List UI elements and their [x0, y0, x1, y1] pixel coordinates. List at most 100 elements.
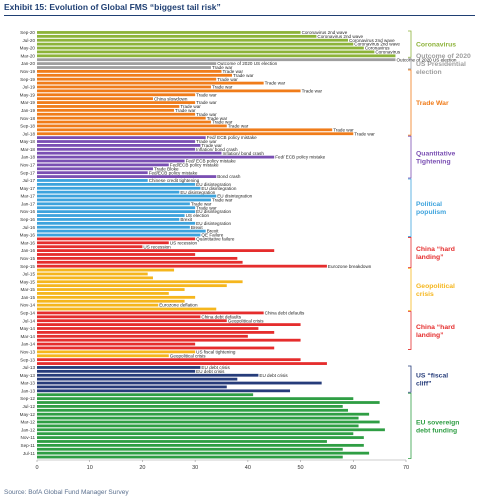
x-tick-label: 70 — [403, 465, 409, 471]
group-bracket — [408, 311, 412, 350]
bar — [37, 116, 206, 120]
bar — [37, 327, 259, 330]
month-label: Mar-14 — [20, 334, 35, 339]
group-bracket — [408, 69, 412, 136]
data-label: EU disintegration — [201, 186, 236, 191]
bar — [37, 210, 196, 214]
month-label: Jul-11 — [23, 451, 36, 456]
bar — [37, 346, 275, 350]
bar — [37, 66, 211, 69]
bar — [37, 241, 169, 245]
bar — [37, 299, 185, 303]
bar — [37, 112, 196, 116]
data-label: Eurozone deflation — [159, 303, 198, 308]
data-label: Brexit — [191, 225, 203, 230]
month-label: Sep-15 — [20, 264, 35, 269]
month-label: Nov-13 — [20, 349, 35, 354]
bar — [37, 136, 206, 140]
bar — [37, 428, 385, 432]
x-tick-label: 50 — [298, 465, 304, 471]
bar — [37, 50, 375, 54]
month-label: Mar-13 — [20, 381, 35, 386]
data-label: Trade war — [265, 81, 286, 86]
bar — [37, 198, 211, 202]
bar — [37, 389, 291, 393]
bar — [37, 288, 185, 291]
group-bracket — [408, 365, 412, 393]
data-label: Fed/ ECB policy mistake — [186, 159, 236, 164]
group-bracket — [408, 392, 412, 459]
source-note: Source: BofA Global Fund Manager Survey — [4, 489, 129, 496]
month-label: Jan-15 — [21, 295, 35, 300]
month-label: Mar-18 — [20, 147, 35, 152]
data-label: Eurozone breakdown — [328, 264, 372, 269]
month-label: Jan-12 — [21, 427, 35, 432]
data-label: Trade Bloke — [154, 166, 179, 171]
month-label: Sep-18 — [20, 124, 35, 129]
group-label: Political — [416, 201, 442, 208]
data-label: Trade war — [196, 112, 217, 117]
month-label: Mar-19 — [20, 100, 35, 105]
group-label: cliff” — [416, 381, 431, 388]
data-label: US election — [186, 213, 210, 218]
title-divider — [4, 15, 475, 16]
month-label: Jan-18 — [21, 155, 35, 160]
bar — [37, 315, 201, 319]
bar — [37, 393, 254, 397]
group-label: US “fiscal — [416, 373, 448, 380]
month-label: Sep-20 — [20, 30, 35, 35]
bar — [37, 159, 185, 163]
bar — [37, 451, 370, 455]
bar — [37, 163, 169, 167]
month-label: Sep-14 — [20, 311, 35, 316]
bar — [37, 249, 275, 252]
month-label: Jul-12 — [22, 404, 35, 409]
data-label: EU disintegration — [217, 194, 252, 199]
month-label: Jan-17 — [21, 201, 35, 206]
month-label: Jul-16 — [22, 225, 35, 230]
month-label: Jul-19 — [22, 85, 35, 90]
data-label: Coronavirus 2nd wave — [354, 42, 400, 47]
bar — [37, 218, 180, 221]
x-tick-label: 10 — [87, 465, 93, 471]
month-label: Nov-18 — [20, 116, 35, 121]
month-label: Mar-20 — [20, 53, 35, 58]
bar — [37, 93, 196, 97]
bar — [37, 253, 196, 256]
month-label: Jul-20 — [22, 38, 35, 43]
bar — [37, 214, 185, 217]
bar — [37, 206, 196, 210]
data-label: EU disintegration — [180, 190, 215, 195]
data-label: Quantitative failure — [196, 237, 235, 242]
data-label: Brexit — [207, 229, 219, 234]
month-label: May-18 — [20, 139, 36, 144]
bar — [37, 101, 196, 104]
group-label: China “hard — [416, 246, 455, 253]
data-label: Inflation/ bond crash — [196, 147, 238, 152]
bar — [37, 182, 196, 186]
group-label: Geopolitical — [416, 283, 455, 290]
bar — [37, 377, 238, 381]
bar — [37, 202, 190, 206]
data-label: Outcome of 2020 US election — [217, 61, 277, 66]
group-label: landing” — [416, 332, 444, 339]
data-label: Trade war — [207, 116, 228, 121]
bar — [37, 268, 175, 272]
data-label: Trade war — [196, 100, 217, 105]
data-label: Trade war — [212, 85, 233, 90]
bar — [37, 85, 211, 89]
bar — [37, 62, 217, 66]
group-label: landing” — [416, 254, 444, 261]
bar — [37, 128, 333, 132]
group-bracket — [408, 57, 412, 70]
bar — [37, 221, 196, 225]
data-label: Coronavirus 2nd wave — [302, 30, 348, 35]
bar — [37, 77, 217, 81]
bar — [37, 167, 153, 171]
bar — [37, 171, 148, 175]
month-label: May-14 — [20, 326, 36, 331]
bar — [37, 140, 196, 143]
bar — [37, 264, 327, 268]
bar — [37, 424, 359, 428]
